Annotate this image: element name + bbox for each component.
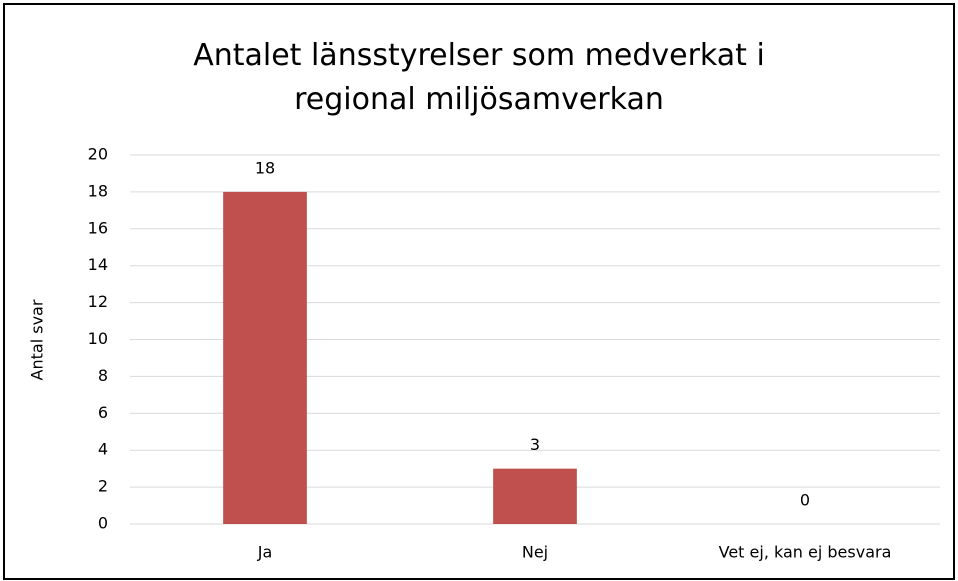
bar bbox=[493, 468, 577, 524]
x-tick-label: Vet ej, kan ej besvara bbox=[719, 543, 892, 562]
y-tick-label: 16 bbox=[88, 218, 108, 237]
y-tick-label: 18 bbox=[88, 181, 108, 200]
y-tick-label: 14 bbox=[88, 255, 108, 274]
y-axis-label: Antal svar bbox=[28, 299, 47, 380]
y-tick-label: 2 bbox=[98, 477, 108, 496]
y-tick-label: 0 bbox=[98, 514, 108, 533]
y-tick-label: 20 bbox=[88, 145, 108, 164]
y-tick-label: 6 bbox=[98, 403, 108, 422]
y-tick-label: 12 bbox=[88, 292, 108, 311]
data-label: 18 bbox=[255, 158, 275, 177]
y-tick-label: 4 bbox=[98, 440, 108, 459]
y-tick-label: 8 bbox=[98, 366, 108, 385]
chart-title: Antalet länsstyrelser som medverkat i re… bbox=[193, 38, 765, 117]
x-tick-label: Nej bbox=[522, 543, 548, 562]
y-tick-label: 10 bbox=[88, 329, 108, 348]
x-tick-label: Ja bbox=[257, 543, 273, 562]
data-label: 0 bbox=[800, 491, 810, 510]
bar bbox=[223, 191, 307, 524]
chart-border bbox=[3, 3, 955, 580]
data-label: 3 bbox=[530, 435, 540, 454]
